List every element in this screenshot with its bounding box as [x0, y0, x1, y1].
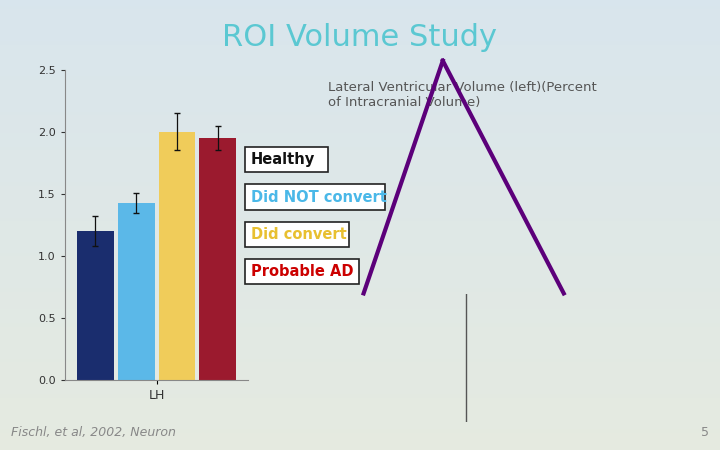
Text: Lateral Ventricular Volume (left)(Percent
of Intracranial Volume): Lateral Ventricular Volume (left)(Percen…: [328, 81, 596, 109]
Bar: [118, 202, 155, 380]
Bar: [77, 231, 114, 380]
Bar: [199, 138, 236, 380]
Text: 5: 5: [701, 426, 709, 439]
Text: Healthy: Healthy: [251, 152, 315, 167]
Text: Did convert: Did convert: [251, 227, 346, 242]
Text: ROI Volume Study: ROI Volume Study: [222, 22, 498, 51]
Text: Probable AD: Probable AD: [251, 264, 353, 279]
Text: Did NOT convert: Did NOT convert: [251, 189, 387, 205]
Text: Fischl, et al, 2002, Neuron: Fischl, et al, 2002, Neuron: [11, 426, 176, 439]
Bar: [158, 132, 195, 380]
